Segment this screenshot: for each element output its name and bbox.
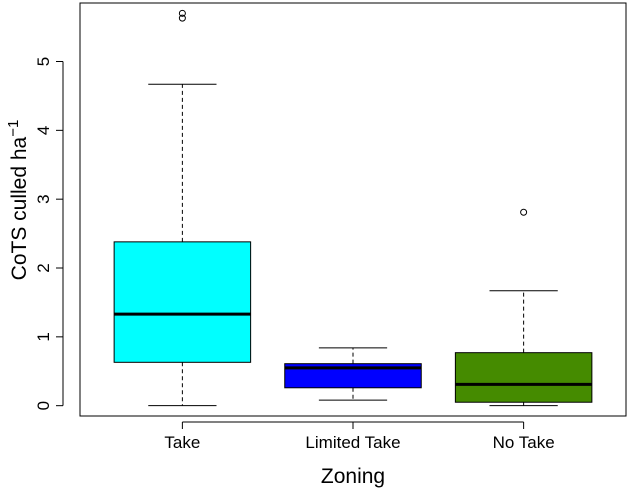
x-axis-title: Zoning xyxy=(321,465,385,488)
y-tick-label: 5 xyxy=(34,57,53,66)
plot-frame xyxy=(79,2,627,417)
y-axis: 0 1 2 3 4 5 xyxy=(34,57,64,410)
x-tick-label: No Take xyxy=(493,433,555,452)
box-body xyxy=(454,352,593,403)
outlier-point xyxy=(520,208,528,216)
y-tick-label: 2 xyxy=(34,263,53,272)
x-tick-label: Limited Take xyxy=(305,433,400,452)
y-tick-label: 1 xyxy=(34,332,53,341)
y-tick-label: 4 xyxy=(34,126,53,135)
box-body xyxy=(113,241,252,363)
box-take xyxy=(113,9,252,407)
box-limited-take xyxy=(284,347,422,401)
x-tick-label: Take xyxy=(164,433,200,452)
y-tick-label: 0 xyxy=(34,401,53,410)
x-axis: Take Limited Take No Take xyxy=(164,421,555,452)
y-tick-label: 3 xyxy=(34,194,53,203)
outlier-point xyxy=(178,9,186,17)
y-axis-title-superscript: −1 xyxy=(5,120,22,137)
box-no-take xyxy=(454,208,593,407)
outlier-point xyxy=(178,14,186,22)
box-group xyxy=(113,9,593,407)
y-axis-title: CoTS culled ha−1 xyxy=(5,120,31,281)
y-axis-title-main: CoTS culled ha xyxy=(8,136,31,280)
